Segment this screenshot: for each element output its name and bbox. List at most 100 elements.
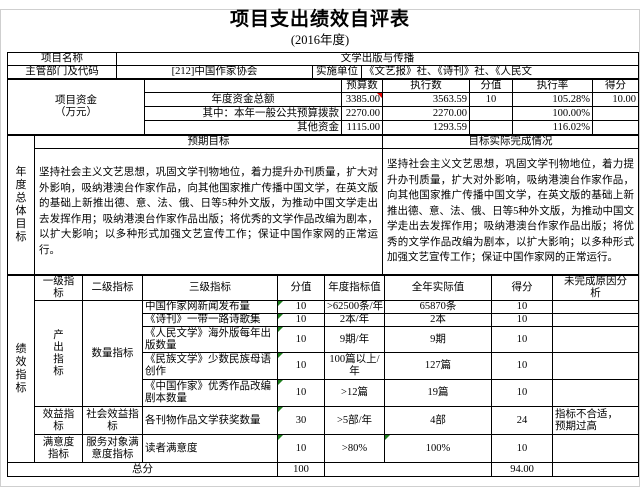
level2-quantity: 数量指标 (82, 300, 143, 407)
indicator-target: 2本/年 (324, 313, 385, 327)
points-value: 10 (295, 314, 307, 326)
cell-note-red-icon (377, 93, 382, 98)
level2-service: 服务对象满 意度指标 (82, 434, 143, 463)
total-reason-blank (552, 462, 639, 477)
indicator-score: 10 (491, 379, 553, 407)
funds-public-rate: 100.00% (512, 106, 593, 121)
table-row: 产 出 指 标 数量指标 中国作家网新闻发布量 10 >62500条/年 658… (8, 300, 639, 407)
indicator-score: 10 (491, 352, 553, 380)
unit-label: 实施单位 (312, 65, 362, 79)
project-funds-table: 项目资金 （万元） 预算数 执行数 分值 执行率 得分 年度资金总额 3385.… (7, 79, 639, 135)
funds-header-actual: 执行数 (382, 79, 470, 93)
table-row: 其中：本年一般公共预算拨款 2270.00 2270.00 100.00% (8, 106, 639, 121)
cell-note-green-icon (278, 314, 283, 319)
indicator-target: 9期/年 (324, 326, 385, 353)
funds-header-score: 得分 (592, 79, 639, 93)
level2-social: 社会效益指 标 (82, 406, 143, 435)
indicator-name: 各刊物作品文学获奖数量 (142, 406, 278, 435)
indicator-reason (552, 434, 639, 463)
indicator-name: 《诗刊》一带一路诗歌集 (142, 313, 278, 327)
page-subtitle: (2016年度) (290, 33, 350, 47)
indicator-points: 10 (277, 352, 325, 380)
table-row: 其他资金 1115.00 1293.59 116.02% (8, 120, 639, 135)
points-value: 10 (295, 301, 307, 313)
funds-row-label: 项目资金 （万元） (7, 79, 145, 135)
indicator-actual: 2本 (384, 313, 492, 327)
cell-note-green-icon (278, 301, 283, 306)
indicator-name: 中国作家网新闻发布量 (142, 300, 278, 314)
table-row: 《人民文学》海外版每年出版数量 10 9期/年 9期 10 (8, 326, 639, 353)
expected-goal-header: 预期目标 (34, 135, 383, 149)
header-actual-value: 全年实际值 (384, 275, 492, 301)
indicator-target: >12篇 (324, 379, 385, 407)
table-row: 绩 效 指 标 一级指 标 二级指标 三级指标 分值 年度指标值 全年实际值 得… (7, 275, 639, 463)
indicator-name: 《中国作家》优秀作品改编剧本数量 (142, 379, 278, 407)
funds-other-rate: 116.02% (512, 120, 593, 135)
total-label: 总分 (7, 462, 278, 477)
header-unfinished-reason: 未完成原因分 析 (552, 275, 639, 301)
performance-indicators-table: 绩 效 指 标 一级指 标 二级指标 三级指标 分值 年度指标值 全年实际值 得… (7, 275, 639, 477)
indicator-actual: 127篇 (384, 352, 492, 380)
indicator-actual: 19篇 (384, 379, 492, 407)
header-points: 分值 (277, 275, 325, 301)
header-level3: 三级指标 (142, 275, 278, 301)
indicator-target: >5部/年 (324, 406, 385, 435)
total-blank-cell (324, 462, 492, 477)
funds-header-rate: 执行率 (512, 79, 593, 93)
indicator-name: 《人民文学》海外版每年出版数量 (142, 326, 278, 353)
indicator-reason (552, 326, 639, 353)
funds-other-budget: 1115.00 (341, 120, 383, 135)
funds-public-actual: 2270.00 (382, 106, 470, 121)
indicators-side-label: 绩 效 指 标 (7, 275, 35, 463)
actual-value: 100% (425, 442, 451, 454)
unit-value: 《文艺报》社、《诗刊》社、《人民文 (360, 65, 640, 79)
funds-blank-cell (144, 79, 342, 93)
indicator-target: 100篇以上/ 年 (324, 352, 385, 380)
points-value: 10 (295, 387, 307, 398)
indicator-points: 10 (277, 326, 325, 353)
project-name-value: 文学出版与传播 (115, 52, 640, 66)
actual-completion-header: 目标实际完成情况 (382, 135, 639, 149)
funds-total-rate: 105.28% (512, 92, 593, 107)
total-score: 94.00 (491, 462, 553, 477)
cell-note-green-icon (278, 380, 283, 385)
header-score: 得分 (491, 275, 553, 301)
funds-total-points: 10 (469, 92, 513, 107)
points-value: 30 (295, 414, 307, 426)
funds-other-label: 其他资金 (144, 120, 342, 135)
funds-public-points (469, 106, 513, 121)
indicator-points: 10 (277, 434, 325, 463)
table-row: 项目资金 （万元） 预算数 执行数 分值 执行率 得分 (7, 79, 639, 135)
cell-note-green-icon (278, 435, 283, 440)
funds-total-label: 年度资金总额 (144, 92, 342, 107)
funds-public-budget: 2270.00 (341, 106, 383, 121)
points-value: 10 (295, 360, 307, 371)
funds-other-score (592, 120, 639, 135)
project-info-table: 项目名称 文学出版与传播 主管部门及代码 [212]中国作家协会 实施单位 《文… (7, 52, 640, 79)
funds-other-points (469, 120, 513, 135)
funds-public-label: 其中：本年一般公共预算拨款 (144, 106, 342, 121)
indicator-points: 10 (277, 300, 325, 314)
indicator-score: 10 (491, 300, 553, 314)
indicator-score: 24 (491, 406, 553, 435)
indicator-actual: 100% (384, 434, 492, 463)
funds-public-score (592, 106, 639, 121)
dept-label: 主管部门及代码 (7, 65, 117, 79)
indicator-name: 读者满意度 (142, 434, 278, 463)
level1-output: 产 出 指 标 (34, 300, 83, 407)
indicator-points: 30 (277, 406, 325, 435)
cell-note-green-icon (278, 407, 283, 412)
table-row: 主管部门及代码 [212]中国作家协会 实施单位 《文艺报》社、《诗刊》社、《人… (7, 65, 640, 79)
funds-total-budget-value: 3385.00 (345, 93, 380, 105)
points-value: 10 (295, 333, 307, 345)
table-row: 项目名称 文学出版与传播 (7, 52, 640, 66)
expected-goal-text: 坚持社会主义文艺思想，巩固文学刊物地位，着力提升办刊质量，扩大对外影响，吸纳港澳… (34, 148, 383, 275)
table-row: 《中国作家》优秀作品改编剧本数量 10 >12篇 19篇 10 (8, 379, 639, 407)
indicator-score: 10 (491, 313, 553, 327)
indicator-reason (552, 313, 639, 327)
self-evaluation-sheet-page: 项目支出绩效自评表 (2016年度) 项目名称 文学出版与传播 主管部门及代码 … (0, 9, 640, 487)
evaluation-table: 项目名称 文学出版与传播 主管部门及代码 [212]中国作家协会 实施单位 《文… (7, 52, 640, 477)
points-value: 10 (295, 442, 307, 454)
annual-goals-table: 年 度 总 体 目 标 预期目标 目标实际完成情况 坚持社会主义文艺思想，巩固文… (7, 135, 639, 275)
level1-satisfaction: 满意度 指标 (34, 434, 83, 463)
